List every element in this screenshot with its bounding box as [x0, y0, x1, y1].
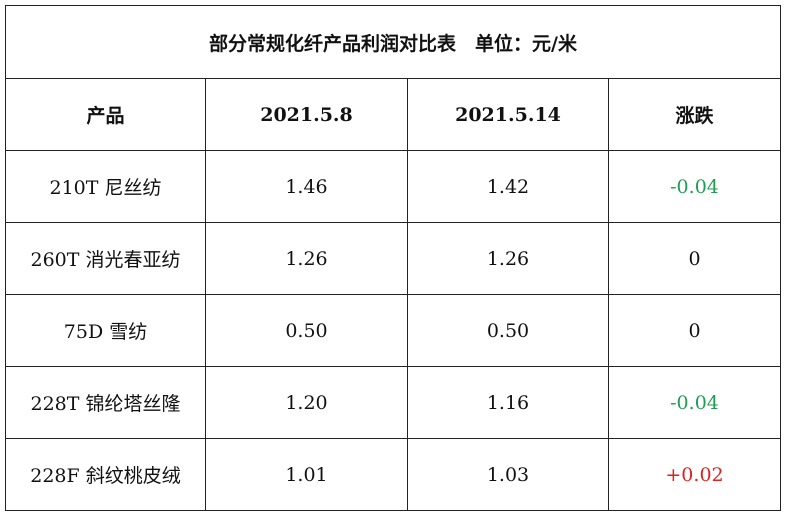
value-cell: 1.03	[407, 438, 609, 511]
value-cell: 1.20	[205, 366, 408, 439]
value-cell: 1.26	[407, 222, 609, 295]
change-cell: +0.02	[607, 438, 782, 511]
data-row: 75D 雪纺 0.50 0.50 0	[5, 294, 782, 367]
change-cell: -0.04	[607, 150, 782, 223]
value-cell: 1.26	[205, 222, 408, 295]
product-cell: 228F 斜纹桃皮绒	[5, 438, 206, 511]
header-cell: 产品	[5, 78, 206, 151]
data-row: 228F 斜纹桃皮绒 1.01 1.03 +0.02	[5, 438, 782, 511]
title-row: 部分常规化纤产品利润对比表 单位：元/米	[4, 5, 782, 79]
product-cell: 228T 锦纶塔丝隆	[5, 366, 206, 439]
product-cell: 260T 消光春亚纺	[5, 222, 206, 295]
table-title: 部分常规化纤产品利润对比表 单位：元/米	[4, 5, 782, 79]
header-cell: 2021.5.14	[407, 78, 609, 151]
value-cell: 1.42	[407, 150, 609, 223]
table-body: 部分常规化纤产品利润对比表 单位：元/米 产品 2021.5.8 2021.5.14…	[4, 5, 782, 511]
value-cell: 1.46	[205, 150, 408, 223]
value-cell: 1.01	[205, 438, 408, 511]
product-cell: 210T 尼丝纺	[5, 150, 206, 223]
product-cell: 75D 雪纺	[5, 294, 206, 367]
value-cell: 1.16	[407, 366, 609, 439]
data-row: 228T 锦纶塔丝隆 1.20 1.16 -0.04	[5, 366, 782, 439]
change-cell: -0.04	[607, 366, 782, 439]
value-cell: 0.50	[407, 294, 609, 367]
profit-table: 部分常规化纤产品利润对比表 单位：元/米 产品 2021.5.8 2021.5.14…	[4, 5, 782, 511]
data-row: 260T 消光春亚纺 1.26 1.26 0	[5, 222, 782, 295]
change-cell: 0	[607, 222, 782, 295]
header-row: 产品 2021.5.8 2021.5.14 涨跌	[5, 78, 782, 151]
value-cell: 0.50	[205, 294, 408, 367]
header-cell: 涨跌	[607, 78, 782, 151]
header-cell: 2021.5.8	[205, 78, 408, 151]
data-row: 210T 尼丝纺 1.46 1.42 -0.04	[5, 150, 782, 223]
change-cell: 0	[607, 294, 782, 367]
